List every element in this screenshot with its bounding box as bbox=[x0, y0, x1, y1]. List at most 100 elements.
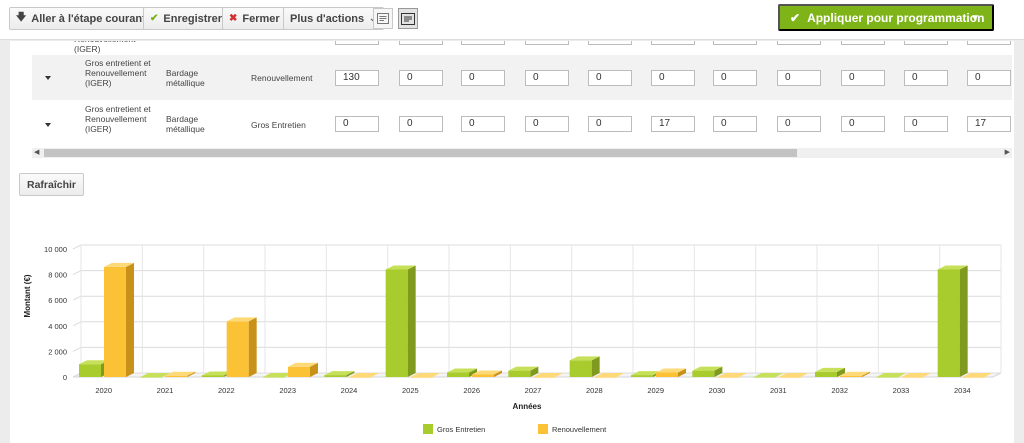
gridline-side bbox=[72, 295, 82, 301]
value-input[interactable]: 0 bbox=[777, 70, 821, 86]
gridline-side bbox=[72, 321, 82, 327]
x-tick-label: 2029 bbox=[647, 386, 664, 395]
arrow-down-icon: 🡇 bbox=[16, 12, 27, 23]
chart-gridlines bbox=[72, 244, 1002, 378]
row-type: Renouvellement bbox=[251, 73, 313, 83]
value-input[interactable]: 0 bbox=[904, 70, 948, 86]
value-input[interactable]: 17 bbox=[967, 116, 1011, 132]
close-label: Fermer bbox=[242, 12, 280, 25]
value-input[interactable] bbox=[335, 41, 379, 45]
value-input[interactable]: 0 bbox=[399, 116, 443, 132]
value-input[interactable] bbox=[841, 41, 885, 45]
bar-gros-entretien-2032 bbox=[815, 367, 845, 377]
value-input[interactable] bbox=[777, 41, 821, 45]
scrollbar-thumb[interactable] bbox=[44, 149, 797, 157]
value-input[interactable] bbox=[399, 41, 443, 45]
value-input[interactable]: 0 bbox=[841, 116, 885, 132]
x-tick-label: 2030 bbox=[709, 386, 726, 395]
value-input[interactable]: 0 bbox=[525, 70, 569, 86]
x-tick-label: 2022 bbox=[218, 386, 235, 395]
value-input[interactable]: 17 bbox=[651, 116, 695, 132]
value-input[interactable] bbox=[525, 41, 569, 45]
value-input[interactable]: 0 bbox=[399, 70, 443, 86]
bar-renouvellement-2032 bbox=[840, 371, 870, 377]
value-input[interactable]: 0 bbox=[461, 70, 505, 86]
x-tick-label: 2025 bbox=[402, 386, 419, 395]
gridline-side bbox=[72, 244, 82, 250]
y-axis-ticks: 0 2 000 4 000 6 000 8 000 10 000 bbox=[44, 245, 67, 382]
more-actions-label: Plus d'actions bbox=[290, 12, 365, 25]
value-input[interactable]: 0 bbox=[841, 70, 885, 86]
value-input[interactable]: 0 bbox=[967, 70, 1011, 86]
apply-programming-label: Appliquer pour programmation bbox=[807, 10, 985, 25]
more-actions-button[interactable]: Plus d'actions ⌄ bbox=[283, 7, 384, 30]
bar-gros-entretien-2025 bbox=[385, 265, 416, 377]
checkmark-icon: ✔ bbox=[790, 10, 801, 25]
toolbar: 🡇 Aller à l'étape courante ✔ Enregistrer… bbox=[0, 0, 1024, 40]
row-category: Gros entretient et Renouvellement (IGER) bbox=[85, 104, 151, 134]
x-tick-label: 2023 bbox=[279, 386, 296, 395]
caret-down-icon[interactable] bbox=[45, 123, 51, 127]
gridline-side bbox=[72, 346, 82, 352]
value-input[interactable] bbox=[967, 41, 1011, 45]
x-tick-label: 2031 bbox=[770, 386, 787, 395]
value-input[interactable]: 0 bbox=[651, 70, 695, 86]
detail-view-icon[interactable] bbox=[398, 8, 418, 29]
save-label: Enregistrer bbox=[163, 12, 223, 25]
apply-programming-button[interactable]: ✔ Appliquer pour programmation ▼ bbox=[778, 4, 994, 31]
bar-renouvellement-2034 bbox=[962, 373, 993, 378]
y-tick-label: 2 000 bbox=[48, 347, 67, 356]
goto-current-step-button[interactable]: 🡇 Aller à l'étape courante bbox=[9, 7, 159, 30]
value-input[interactable]: 0 bbox=[713, 116, 757, 132]
horizontal-scrollbar[interactable]: ◀ ▶ bbox=[32, 148, 1012, 158]
y-tick-label: 0 bbox=[63, 373, 67, 382]
scroll-right-icon[interactable]: ▶ bbox=[1004, 149, 1010, 156]
close-button[interactable]: ✖ Fermer bbox=[222, 7, 287, 30]
x-tick-label: 2032 bbox=[831, 386, 848, 395]
value-input[interactable] bbox=[904, 41, 948, 45]
chart-legend: Gros Entretien Renouvellement bbox=[423, 424, 607, 434]
table-row: Renouvellement (IGER) bbox=[32, 41, 1012, 55]
value-input[interactable] bbox=[588, 41, 632, 45]
bar-renouvellement-2020 bbox=[104, 262, 134, 377]
value-input[interactable]: 130 bbox=[335, 70, 379, 86]
value-input[interactable]: 0 bbox=[525, 116, 569, 132]
gridline-side bbox=[72, 270, 82, 276]
value-input[interactable] bbox=[713, 41, 757, 45]
y-axis-label: Montant (€) bbox=[23, 274, 32, 317]
bar-renouvellement-2024 bbox=[349, 373, 380, 378]
value-input[interactable]: 0 bbox=[777, 116, 821, 132]
value-input[interactable] bbox=[461, 41, 505, 45]
bar-gros-entretien-2027 bbox=[508, 366, 539, 377]
value-input[interactable]: 0 bbox=[904, 116, 948, 132]
table-row: Gros entretient et Renouvellement (IGER)… bbox=[32, 100, 1012, 148]
value-input[interactable] bbox=[651, 41, 695, 45]
value-input[interactable]: 0 bbox=[588, 70, 632, 86]
bar-renouvellement-2026 bbox=[472, 370, 502, 377]
value-input[interactable]: 0 bbox=[588, 116, 632, 132]
scroll-left-icon[interactable]: ◀ bbox=[34, 149, 40, 156]
bar-chart: 0 2 000 4 000 6 000 8 000 10 000 2020 2021 2022… bbox=[23, 244, 1002, 434]
value-input[interactable]: 0 bbox=[713, 70, 757, 86]
chart-floor bbox=[72, 245, 1002, 378]
bar-renouvellement-2033 bbox=[901, 373, 932, 378]
list-view-icon[interactable] bbox=[373, 8, 393, 29]
x-tick-label: 2021 bbox=[157, 386, 174, 395]
caret-down-icon[interactable] bbox=[45, 76, 51, 80]
bar-renouvellement-2031 bbox=[778, 373, 809, 378]
refresh-button[interactable]: Rafraîchir bbox=[19, 173, 85, 196]
bar-renouvellement-2028 bbox=[594, 373, 625, 378]
checkmark-icon: ✔ bbox=[150, 13, 159, 24]
legend-item[interactable]: Gros Entretien bbox=[423, 424, 485, 434]
bar-renouvellement-2030 bbox=[717, 373, 748, 378]
save-button[interactable]: ✔ Enregistrer bbox=[143, 7, 230, 30]
value-input[interactable]: 0 bbox=[461, 116, 505, 132]
close-icon: ✖ bbox=[229, 13, 238, 24]
legend-item[interactable]: Renouvellement bbox=[538, 424, 607, 434]
value-input[interactable]: 0 bbox=[335, 116, 379, 132]
x-axis-ticks: 2020 2021 2022 2023 2024 2025 2026 2027 2028 2029… bbox=[95, 386, 970, 395]
chevron-down-icon: ▼ bbox=[970, 13, 980, 24]
bar-renouvellement-2027 bbox=[533, 373, 564, 378]
bar-gros-entretien-2021 bbox=[140, 373, 171, 378]
bar-renouvellement-2029 bbox=[656, 368, 686, 377]
